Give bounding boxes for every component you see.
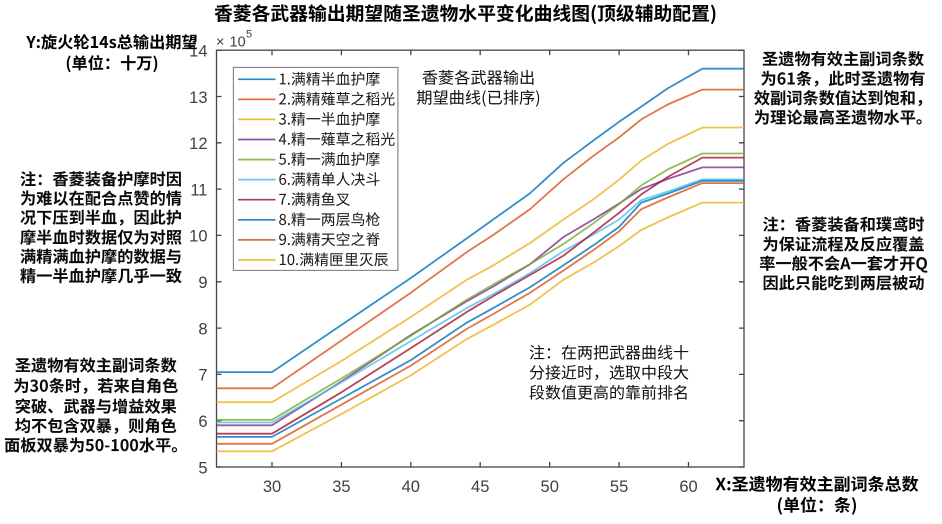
svg-text:35: 35 [332, 478, 350, 496]
svg-text:9: 9 [198, 274, 207, 292]
svg-text:13: 13 [189, 89, 207, 107]
svg-text:50: 50 [541, 478, 559, 496]
svg-text:55: 55 [610, 478, 628, 496]
svg-text:5: 5 [198, 459, 207, 477]
svg-text:30: 30 [263, 478, 281, 496]
svg-text:10: 10 [230, 35, 246, 51]
svg-text:10: 10 [189, 228, 207, 246]
svg-text:×: × [216, 35, 224, 51]
svg-text:45: 45 [471, 478, 489, 496]
svg-text:60: 60 [679, 478, 697, 496]
svg-text:8: 8 [198, 320, 207, 338]
svg-text:12: 12 [189, 135, 207, 153]
svg-text:6: 6 [198, 413, 207, 431]
svg-text:11: 11 [190, 181, 207, 199]
svg-text:5: 5 [246, 29, 252, 41]
svg-text:40: 40 [402, 478, 420, 496]
svg-text:7: 7 [198, 367, 207, 385]
svg-text:14: 14 [189, 43, 207, 61]
